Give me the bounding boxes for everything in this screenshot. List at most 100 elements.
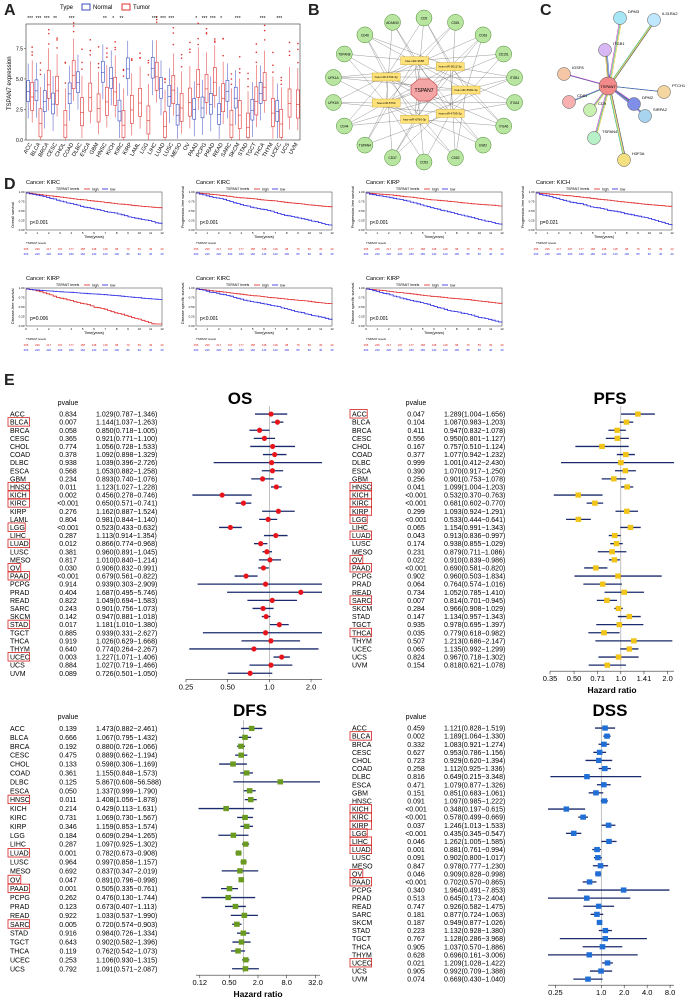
km-xtick: 11 xyxy=(149,231,152,235)
significance-label: * xyxy=(195,16,197,22)
cancer-label: READ xyxy=(352,904,371,911)
pvalue-cell: 0.964 xyxy=(59,859,77,866)
hr-point xyxy=(595,855,601,861)
pvalue-cell: 0.007 xyxy=(407,598,425,605)
pvalue-cell: 0.471 xyxy=(407,782,425,789)
km-xtick: 3 xyxy=(59,231,61,235)
hr-cell: 1.091(0.571−2.087) xyxy=(96,966,157,973)
tumor-box xyxy=(221,83,225,113)
km-risk-count: 100 xyxy=(454,348,459,352)
pvalue-cell: 0.568 xyxy=(59,468,77,475)
panel-a-ylabel: TSPAN7 expression xyxy=(7,56,13,110)
pvalue-cell: 0.012 xyxy=(59,541,77,548)
forest-dss: DSS pvalue 0.25 1.0 2.0 4.0 8.0 Hazard ratio ACC… xyxy=(349,701,675,1001)
green-node xyxy=(384,14,401,31)
hr-point xyxy=(624,508,630,514)
km-risk-count: 236 xyxy=(375,343,380,347)
highlight-box xyxy=(7,883,31,894)
km-curve-high xyxy=(536,192,673,207)
pvalue-cell: <0.001 xyxy=(57,574,79,581)
hr-cell: 1.037(0.570−1.886) xyxy=(444,944,505,951)
significance-label: *** xyxy=(260,16,266,22)
hr-cell: 0.966(0.908−1.029) xyxy=(444,606,505,613)
x-tick-label: OV xyxy=(182,142,191,152)
hr-cell: 0.902(0.800−1.017) xyxy=(444,855,505,862)
yellow-node-label: hsa-miR-3658 xyxy=(405,59,424,63)
pvalue-cell: 0.935 xyxy=(407,622,425,629)
hr-point xyxy=(614,427,620,433)
km-xtick: 1 xyxy=(206,327,208,331)
km-risk-count: 256 xyxy=(194,343,199,347)
cancer-label: HNSC xyxy=(10,797,30,804)
hr-point xyxy=(258,541,264,547)
cancer-label: UCEC xyxy=(10,655,30,662)
hr-cell: 0.939(0.331−2.627) xyxy=(96,630,157,637)
pvalue-cell: 0.005 xyxy=(59,922,77,929)
hr-point xyxy=(592,500,598,506)
cancer-label: SKCM xyxy=(10,614,30,621)
pvalue-cell: 0.047 xyxy=(59,877,77,884)
cancer-label: TGCT xyxy=(352,622,372,629)
hr-point xyxy=(626,646,633,652)
tumor-box xyxy=(88,82,93,112)
legend-type-title: Type xyxy=(60,5,74,11)
highlight-box xyxy=(349,828,368,838)
tumor-box xyxy=(188,87,192,117)
pvalue-cell: <0.001 xyxy=(57,501,79,508)
cancer-label: OV xyxy=(10,565,20,572)
hr-cell: 0.609(0.294−1.265) xyxy=(96,833,157,840)
km-risk-count: 256 xyxy=(364,247,369,251)
outlier-point xyxy=(297,61,299,64)
outlier-point xyxy=(247,78,249,80)
cancer-label: LUAD xyxy=(10,851,29,858)
outlier-point xyxy=(130,59,133,61)
ppi-node-label: CD9 xyxy=(598,101,607,106)
normal-box xyxy=(159,77,163,99)
outlier-point xyxy=(197,37,200,40)
green-node-label: ITGA3 xyxy=(510,101,519,105)
tumor-box xyxy=(262,72,267,101)
km-cancer-title: Cancer: KICH xyxy=(536,180,570,186)
pvalue-cell: 0.154 xyxy=(407,663,425,670)
ppi-node-label: DPM2 xyxy=(642,95,654,100)
km-xtick: 7 xyxy=(274,231,276,235)
cancer-label: PCPG xyxy=(352,888,372,895)
pvalue-cell: 0.365 xyxy=(59,436,77,443)
hr-cell: 0.851(0.683−1.061) xyxy=(444,790,505,797)
significance-label: *** xyxy=(276,16,282,22)
tumor-box xyxy=(237,100,242,129)
km-risk-count: 200 xyxy=(58,252,63,256)
pvalue-cell: 0.666 xyxy=(59,735,77,742)
km-xtick: 6 xyxy=(263,327,265,331)
km-xtick: 4 xyxy=(240,231,242,235)
tumor-box xyxy=(163,111,167,138)
hr-cell: 1.262(1.005−1.585) xyxy=(444,839,505,846)
km-pvalue: p=0.006 xyxy=(30,316,48,322)
hr-point xyxy=(276,622,282,628)
km-ytick: 0.75 xyxy=(189,200,195,204)
km-risk-count: 120 xyxy=(613,252,618,256)
x-axis-label: Hazard ratio xyxy=(229,693,278,694)
hr-cell: 0.673(0.407−1.113) xyxy=(96,904,157,911)
ppi-edge xyxy=(609,17,623,87)
km-xtick: 1 xyxy=(546,231,548,235)
outlier-point xyxy=(238,71,241,74)
km-legend-low: low xyxy=(110,188,116,192)
km-legend-low: low xyxy=(280,188,286,192)
pvalue-cell: 0.139 xyxy=(59,726,77,733)
km-risk-count: 100 xyxy=(114,252,119,256)
tumor-box xyxy=(55,75,59,105)
ppi-edge xyxy=(609,19,657,87)
hr-cell: 1.052(0.785−1.410) xyxy=(444,590,505,597)
hr-point xyxy=(601,630,607,636)
km-xtick: 5 xyxy=(82,327,84,331)
km-risk-count: 118 xyxy=(103,247,108,251)
km-ytick: 0.25 xyxy=(19,219,25,223)
km-risk-count: 197 xyxy=(398,247,403,251)
forest-title-os: OS xyxy=(228,389,253,408)
green-node-label: TSPAN8 xyxy=(338,53,350,57)
highlight-box xyxy=(349,482,373,492)
pvalue-cell: 0.065 xyxy=(407,525,425,532)
cancer-label: BRCA xyxy=(352,428,372,435)
